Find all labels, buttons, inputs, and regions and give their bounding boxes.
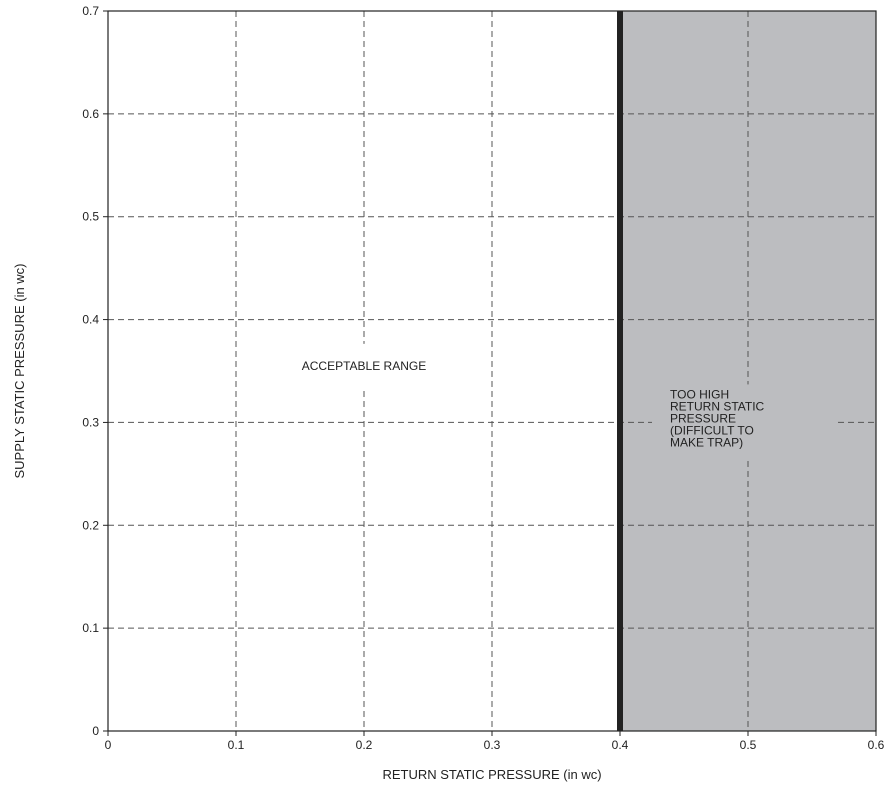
- y-tick-label: 0: [92, 724, 99, 738]
- too-high-label-line: PRESSURE: [670, 411, 736, 425]
- too-high-label-line: TOO HIGH: [670, 387, 729, 401]
- x-tick-label: 0.1: [228, 738, 245, 752]
- x-tick-label: 0.5: [740, 738, 757, 752]
- y-tick-label: 0.7: [82, 4, 99, 18]
- too-high-label: TOO HIGH RETURN STATIC PRESSURE (DIFFICULT …: [670, 387, 765, 449]
- grid-layer: [108, 11, 876, 731]
- x-tick-label: 0.6: [868, 738, 885, 752]
- y-tick-label: 0.1: [82, 621, 99, 635]
- annotations-layer: ACCEPTABLE RANGE TOO HIGH RETURN STATIC PRE…: [264, 343, 834, 461]
- y-tick-label: 0.6: [82, 107, 99, 121]
- x-tick-label: 0.2: [356, 738, 373, 752]
- too-high-label-background: [652, 384, 834, 461]
- ticks-layer: 0 0.1 0.2 0.3 0.4 0.5 0.6 0 0.1 0.2 0.3 0.4 0.5 0.6 0.…: [82, 4, 884, 752]
- y-tick-label: 0.4: [82, 313, 99, 327]
- x-axis-title: RETURN STATIC PRESSURE (in wc): [382, 767, 601, 782]
- acceptable-label-background: [264, 343, 464, 388]
- x-tick-label: 0.3: [484, 738, 501, 752]
- y-tick-label: 0.2: [82, 518, 99, 532]
- too-high-label-line: RETURN STATIC: [670, 399, 765, 413]
- acceptable-range-label: ACCEPTABLE RANGE: [302, 359, 426, 373]
- y-tick-label: 0.3: [82, 415, 99, 429]
- y-axis-title: SUPPLY STATIC PRESSURE (in wc): [12, 263, 27, 478]
- x-tick-label: 0.4: [612, 738, 629, 752]
- too-high-label-line: MAKE TRAP): [670, 435, 743, 449]
- too-high-label-line: (DIFFICULT TO: [670, 423, 754, 437]
- y-tick-label: 0.5: [82, 210, 99, 224]
- x-tick-label: 0: [105, 738, 112, 752]
